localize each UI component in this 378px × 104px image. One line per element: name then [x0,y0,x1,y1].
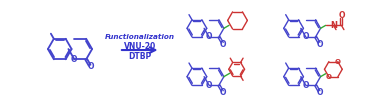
Text: O: O [220,88,226,97]
Text: O: O [326,74,332,80]
Text: O: O [302,81,309,90]
Text: O: O [302,32,309,41]
Text: O: O [87,63,94,71]
Text: O: O [206,32,212,41]
Text: O: O [206,81,212,90]
Text: Functionalization: Functionalization [105,34,175,40]
Text: DTBP: DTBP [128,52,151,61]
Text: O: O [220,40,226,49]
Text: VNU-20: VNU-20 [124,42,156,51]
Text: O: O [338,11,345,20]
Text: O: O [335,59,341,65]
Text: N: N [330,21,337,30]
Text: O: O [317,40,323,49]
Text: O: O [71,55,77,64]
Text: O: O [317,88,323,97]
